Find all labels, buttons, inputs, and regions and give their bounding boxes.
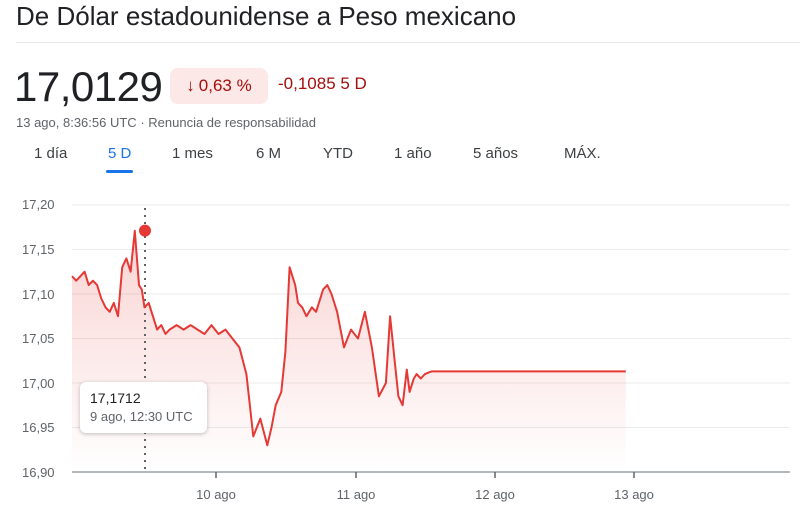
y-label: 17,00 bbox=[22, 376, 55, 391]
price-chart[interactable]: 17,20 17,15 17,10 17,05 17,00 16,95 16,9… bbox=[0, 180, 800, 519]
change-percent: 0,63 % bbox=[198, 76, 252, 95]
highlight-dot bbox=[139, 224, 151, 237]
chart-plot[interactable] bbox=[0, 180, 800, 519]
header-divider bbox=[16, 42, 800, 43]
x-label: 12 ago bbox=[475, 487, 515, 502]
tab-max[interactable]: MÁX. bbox=[564, 145, 601, 162]
page-title: De Dólar estadounidense a Peso mexicano bbox=[16, 1, 517, 31]
current-price: 17,0129 bbox=[14, 63, 163, 110]
x-label: 13 ago bbox=[614, 487, 654, 502]
arrow-down-icon: ↓ bbox=[186, 76, 195, 95]
y-label: 17,10 bbox=[22, 287, 55, 302]
y-label: 17,15 bbox=[22, 242, 55, 257]
price-line bbox=[71, 229, 626, 447]
y-label: 17,20 bbox=[22, 197, 55, 212]
area-fill bbox=[72, 230, 626, 472]
y-label: 17,05 bbox=[22, 331, 55, 346]
change-percent-badge: ↓ 0,63 % bbox=[170, 68, 268, 104]
tooltip-value: 17,1712 bbox=[90, 390, 141, 406]
change-value: -0,1085 5 D bbox=[278, 74, 367, 93]
timestamp-line: 13 ago, 8:36:56 UTC · Renuncia de respon… bbox=[16, 115, 316, 130]
tab-5-d[interactable]: 5 D bbox=[105, 145, 134, 173]
y-label: 16,95 bbox=[22, 420, 55, 435]
tab-1-dia[interactable]: 1 día bbox=[34, 145, 68, 162]
x-label: 10 ago bbox=[196, 487, 236, 502]
y-label: 16,90 bbox=[22, 465, 55, 480]
x-label: 11 ago bbox=[336, 487, 376, 502]
range-tabs: 1 día 5 D 1 mes 6 M YTD 1 año 5 años MÁX… bbox=[0, 145, 660, 175]
tab-1-mes[interactable]: 1 mes bbox=[172, 145, 213, 162]
chart-tooltip: 17,1712 9 ago, 12:30 UTC bbox=[80, 382, 207, 433]
x-ticks bbox=[215, 472, 635, 478]
tab-5-anos[interactable]: 5 años bbox=[473, 145, 519, 162]
separator: · bbox=[136, 115, 149, 130]
timestamp: 13 ago, 8:36:56 UTC bbox=[16, 115, 137, 130]
tooltip-time: 9 ago, 12:30 UTC bbox=[90, 409, 193, 424]
disclaimer-link[interactable]: Renuncia de responsabilidad bbox=[148, 115, 316, 130]
tab-1-ano[interactable]: 1 año bbox=[394, 145, 432, 162]
tab-6-m[interactable]: 6 M bbox=[256, 145, 282, 162]
tab-ytd[interactable]: YTD bbox=[323, 145, 353, 162]
